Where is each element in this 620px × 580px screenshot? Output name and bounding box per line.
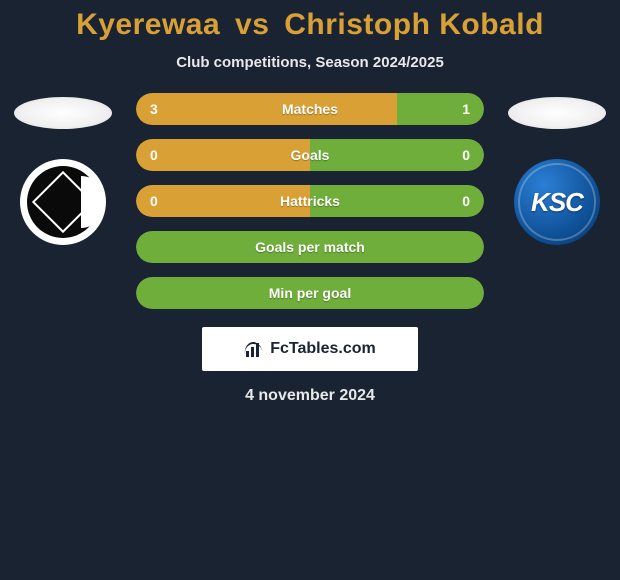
stat-label: Goals per match	[136, 231, 484, 263]
stat-value-right: 1	[462, 93, 470, 125]
date-label: 4 november 2024	[0, 387, 620, 405]
stat-value-left: 0	[150, 185, 158, 217]
player2-name: Christoph Kobald	[284, 8, 544, 41]
stat-bar-goals: Goals0 0	[136, 139, 484, 171]
stat-bar-matches: Matches3 1	[136, 93, 484, 125]
brand-box[interactable]: FcTables.com	[202, 327, 418, 371]
stat-label: Goals	[136, 139, 484, 171]
vs-label: vs	[235, 8, 269, 41]
comparison-widget: Kyerewaa vs Christoph Kobald Club compet…	[0, 0, 620, 405]
team1-crest	[20, 159, 106, 245]
right-column: KSC	[502, 93, 612, 245]
stat-bar-hattricks: Hattricks0 0	[136, 185, 484, 217]
page-title: Kyerewaa vs Christoph Kobald	[0, 8, 620, 42]
team2-crest-text: KSC	[531, 187, 583, 218]
stat-bar-goals-per-match: Goals per match	[136, 231, 484, 263]
chart-icon	[244, 341, 264, 357]
stats-column: Matches31Goals00Hattricks00Goals per mat…	[136, 93, 484, 309]
player2-avatar	[508, 97, 606, 129]
brand-text: FcTables.com	[270, 340, 376, 358]
stat-bar-min-per-goal: Min per goal	[136, 277, 484, 309]
main-row: Matches31Goals00Hattricks00Goals per mat…	[0, 93, 620, 309]
stat-label: Matches	[136, 93, 484, 125]
stat-value-right: 0	[462, 139, 470, 171]
stat-label: Hattricks	[136, 185, 484, 217]
player1-avatar	[14, 97, 112, 129]
subtitle: Club competitions, Season 2024/2025	[0, 54, 620, 71]
stat-value-left: 0	[150, 139, 158, 171]
team2-crest: KSC	[514, 159, 600, 245]
stat-label: Min per goal	[136, 277, 484, 309]
player1-name: Kyerewaa	[76, 8, 220, 41]
stat-value-right: 0	[462, 185, 470, 217]
team1-crest-inner	[27, 166, 99, 238]
left-column	[8, 93, 118, 245]
stat-value-left: 3	[150, 93, 158, 125]
